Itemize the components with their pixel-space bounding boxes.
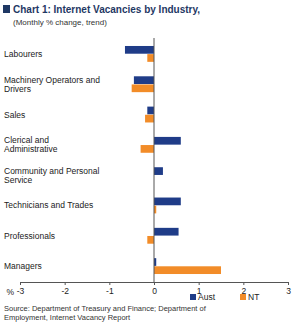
category-label: Clerical andAdministrative	[4, 135, 58, 154]
tick-mark	[243, 282, 244, 285]
tick-mark	[65, 282, 66, 285]
bar	[147, 54, 154, 62]
tick: 0	[152, 282, 157, 296]
category-label: Community and PersonalService	[4, 166, 100, 185]
bar	[154, 167, 163, 175]
tick-mark	[199, 282, 200, 285]
legend-label: Aust	[198, 292, 216, 302]
tick-mark	[20, 282, 21, 285]
tick-label: -2	[61, 286, 69, 296]
category-label: Managers	[4, 261, 42, 271]
tick-mark	[154, 282, 155, 285]
source: Employment, Internet Vacancy Report	[4, 313, 131, 322]
bar	[154, 198, 181, 206]
legend-swatch	[190, 294, 196, 300]
title: Chart 1: Internet Vacancies by Industry,	[13, 4, 200, 15]
category-label: Professionals	[4, 231, 55, 241]
tick-label: 3	[286, 286, 291, 296]
bar	[125, 46, 154, 54]
bar	[154, 228, 179, 236]
category-label: Technicians and Trades	[4, 200, 93, 210]
x-axis-line	[21, 283, 289, 286]
category-label: Machinery Operators andDrivers	[4, 75, 100, 94]
bar	[145, 115, 154, 123]
category-axis-line	[154, 38, 155, 282]
bars	[125, 46, 221, 274]
tick: -3	[17, 282, 25, 296]
category-labels: Labourers Machinery Operators andDrivers S…	[4, 49, 100, 271]
legend: Aust NT	[190, 292, 259, 302]
category-label: Labourers	[4, 49, 42, 59]
subtitle: (Monthly % change, trend)	[13, 18, 107, 27]
bar	[147, 236, 154, 244]
tick-label: -3	[17, 286, 25, 296]
tick: -1	[106, 282, 114, 296]
category-label: Sales	[4, 110, 25, 120]
bar	[154, 137, 181, 145]
tick-label: 0	[152, 286, 157, 296]
bar	[147, 107, 154, 115]
title-icon	[3, 5, 10, 13]
tick-mark	[109, 282, 110, 285]
bar	[134, 76, 154, 84]
bar	[141, 145, 154, 153]
source: Source: Department of Treasury and Finan…	[4, 304, 207, 313]
tick-mark	[288, 282, 289, 285]
tick: -2	[61, 282, 69, 296]
tick: 2	[241, 282, 246, 296]
bar	[132, 84, 154, 92]
legend-swatch	[240, 294, 246, 300]
legend-label: NT	[248, 292, 259, 302]
tick: 3	[286, 282, 291, 296]
chart: Chart 1: Internet Vacancies by Industry,…	[0, 0, 301, 324]
bar	[154, 266, 221, 274]
tick-label: -1	[106, 286, 114, 296]
x-axis-label: %	[6, 287, 14, 297]
